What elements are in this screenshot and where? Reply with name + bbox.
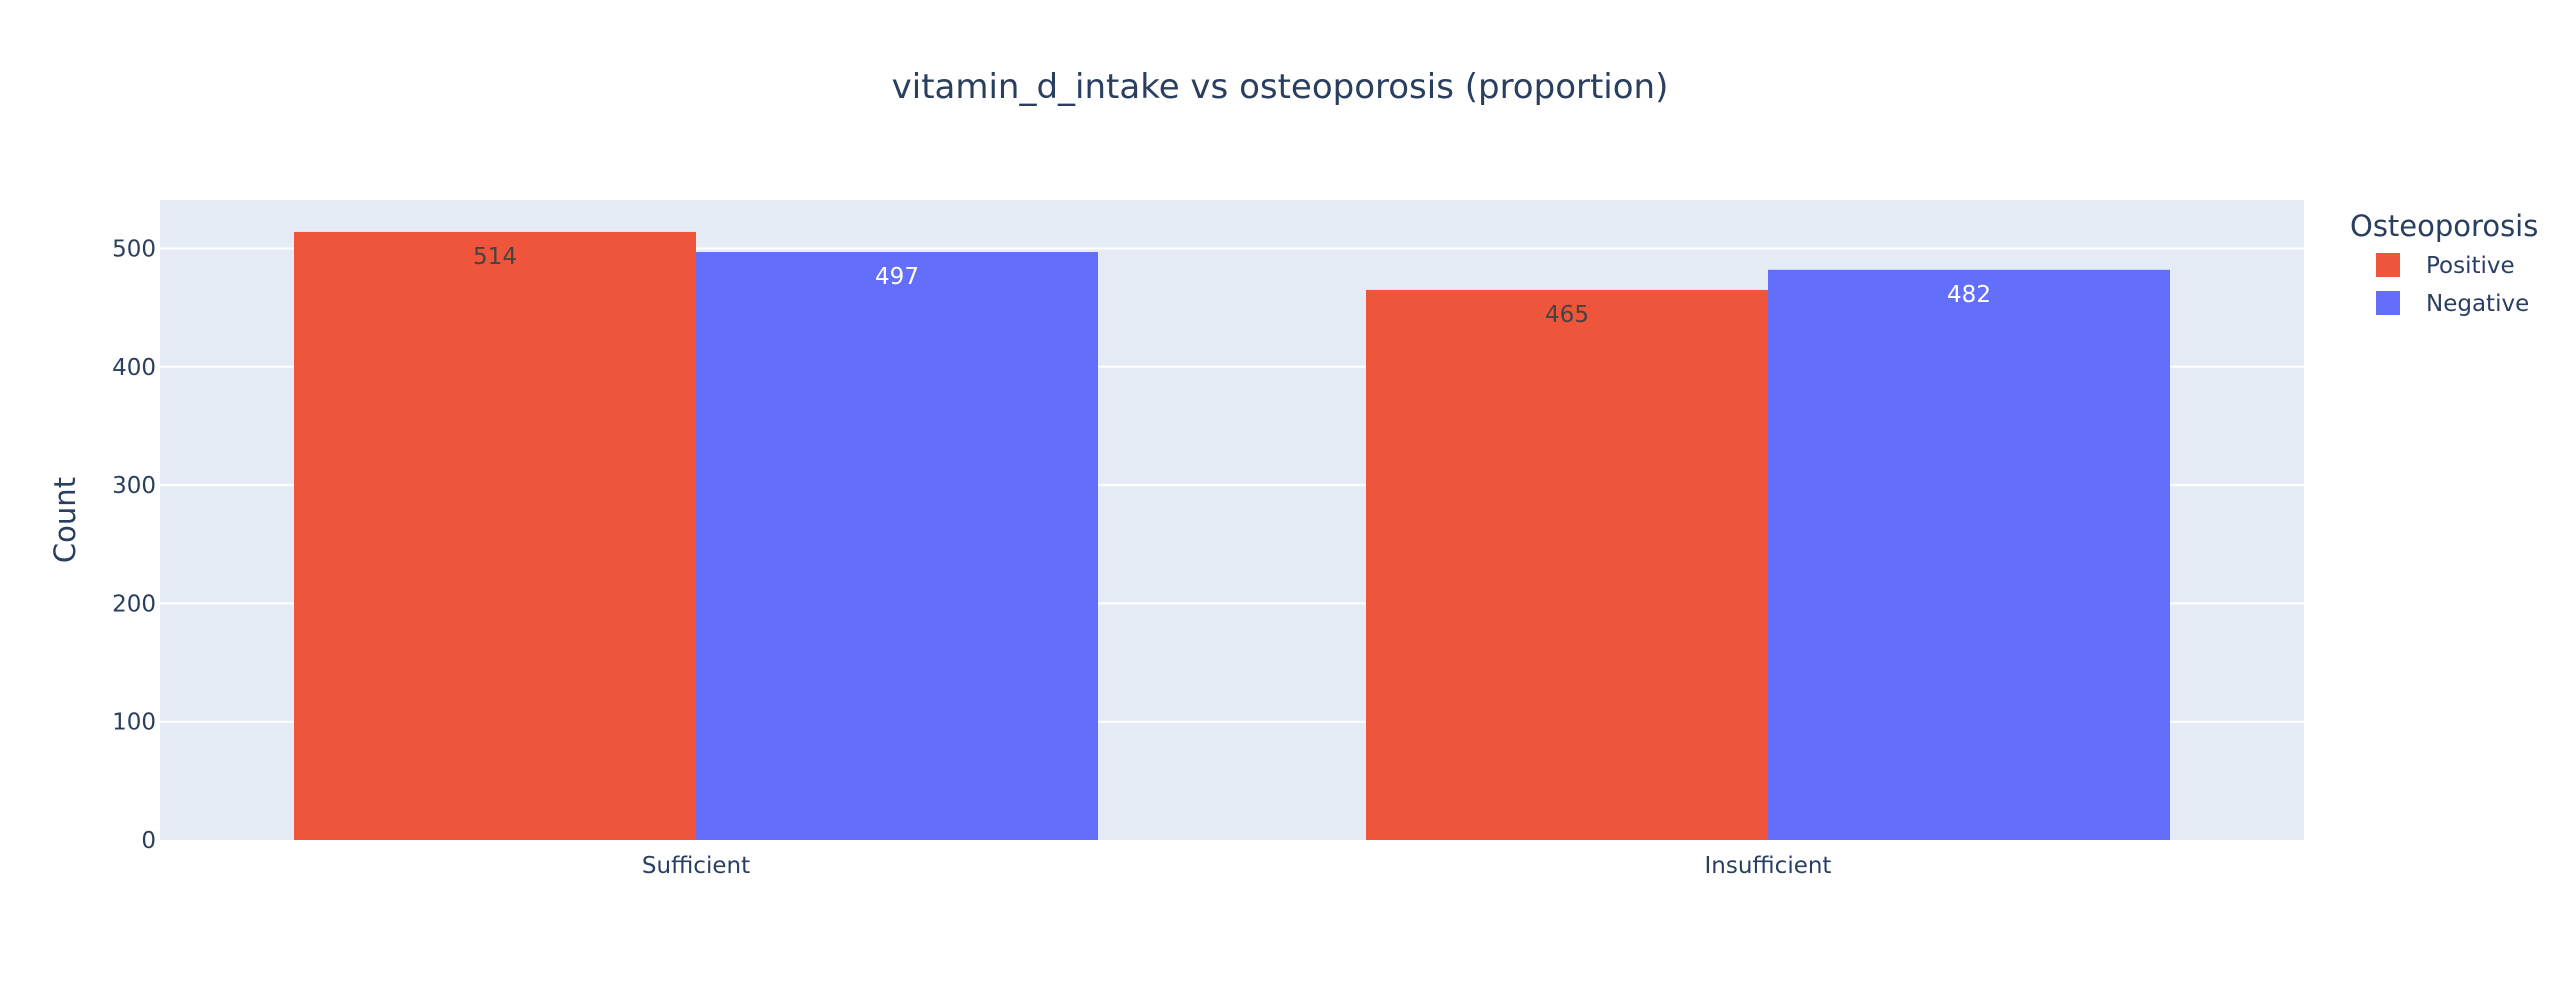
legend: Osteoporosis Positive Negative xyxy=(2350,209,2538,317)
bar-value-label: 465 xyxy=(1545,302,1589,328)
y-axis-ticks: 0 100 200 300 400 500 xyxy=(112,237,156,854)
y-tick-label: 200 xyxy=(112,591,156,617)
y-axis-title: Count xyxy=(48,477,82,563)
y-tick-label: 100 xyxy=(112,710,156,736)
x-tick-label: Sufficient xyxy=(642,853,750,879)
y-tick-label: 0 xyxy=(141,828,156,854)
bar-negative-insufficient xyxy=(1768,269,2170,841)
x-tick-label: Insufficient xyxy=(1705,853,1832,879)
bar-value-label: 482 xyxy=(1947,282,1991,308)
chart-title: vitamin_d_intake vs osteoporosis (propor… xyxy=(892,67,1669,107)
y-tick-label: 500 xyxy=(112,237,156,263)
bar-value-label: 497 xyxy=(875,264,919,290)
bar-positive-insufficient xyxy=(1366,289,1768,840)
y-tick-label: 400 xyxy=(112,355,156,381)
bar-value-label: 514 xyxy=(473,244,517,270)
x-axis-ticks: Sufficient Insufficient xyxy=(642,853,1832,879)
legend-title: Osteoporosis xyxy=(2350,209,2538,243)
bar-labels: 514 497 465 482 xyxy=(473,244,1991,328)
bar-negative-sufficient xyxy=(696,252,1098,840)
legend-swatch-negative xyxy=(2376,291,2400,315)
bars xyxy=(294,231,2170,841)
legend-label-positive: Positive xyxy=(2426,253,2515,279)
y-tick-label: 300 xyxy=(112,473,156,499)
legend-swatch-positive xyxy=(2376,253,2400,277)
bar-positive-sufficient xyxy=(294,231,696,840)
legend-label-negative: Negative xyxy=(2426,291,2529,317)
